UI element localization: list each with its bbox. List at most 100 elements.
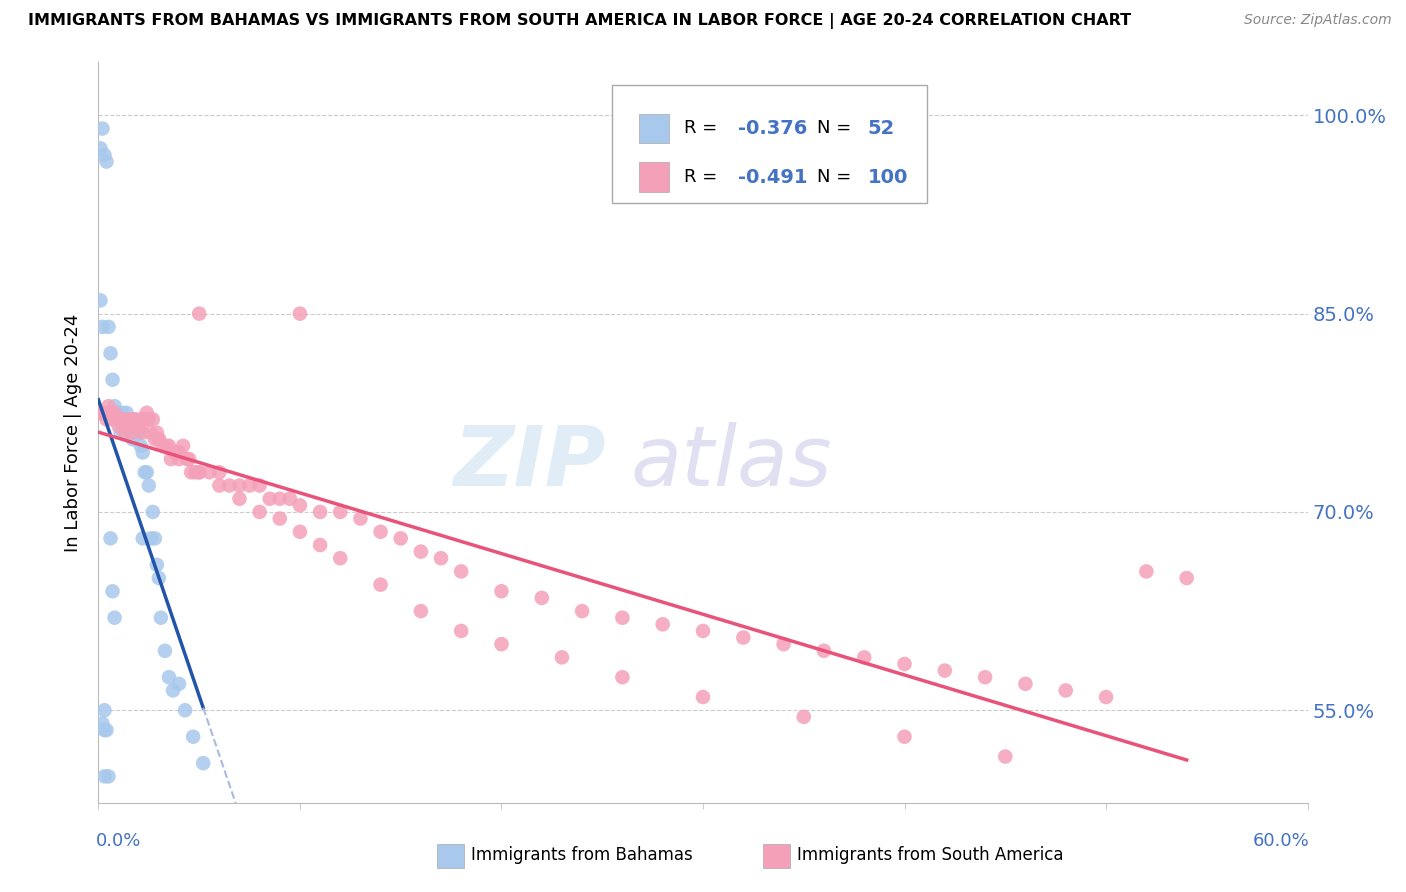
Point [110,412,132,426]
Point [228,478,250,492]
Point [139,532,162,546]
Point [139,425,162,440]
Point [249,505,271,519]
Text: 60.0%: 60.0% [1253,832,1310,850]
Point [114,425,136,440]
Point [551,650,574,665]
Point [1095,690,1118,704]
Point [893,730,915,744]
Point [491,637,513,651]
Point [163,445,186,459]
Point [239,478,262,492]
Point [105,412,128,426]
Point [157,670,180,684]
Point [107,406,129,420]
Point [96,154,118,169]
Point [184,465,207,479]
Point [176,452,198,467]
Text: -0.376: -0.376 [738,119,807,138]
Text: N =: N = [817,168,856,186]
Point [162,683,184,698]
Point [121,432,143,446]
Bar [638,113,669,143]
Point [91,121,114,136]
Point [450,624,472,638]
Text: IMMIGRANTS FROM BAHAMAS VS IMMIGRANTS FROM SOUTH AMERICA IN LABOR FORCE | AGE 20: IMMIGRANTS FROM BAHAMAS VS IMMIGRANTS FR… [28,13,1132,29]
Point [142,505,165,519]
Point [181,730,204,744]
Text: Immigrants from Bahamas: Immigrants from Bahamas [471,846,693,863]
Text: 100: 100 [868,168,908,186]
Y-axis label: In Labor Force | Age 20-24: In Labor Force | Age 20-24 [65,313,83,552]
Point [89,293,111,308]
Point [114,425,136,440]
Point [91,319,114,334]
Point [491,584,513,599]
Point [93,703,115,717]
Point [97,769,120,783]
Point [132,532,155,546]
Point [180,465,202,479]
Point [115,406,138,420]
Point [89,406,111,420]
Point [111,406,134,420]
Point [118,412,141,426]
Point [530,591,553,605]
Point [101,412,124,426]
Point [974,670,997,684]
Point [188,307,211,321]
Point [193,756,215,771]
Point [134,465,156,479]
Point [101,373,124,387]
Text: atlas: atlas [630,422,832,503]
Point [132,425,155,440]
Point [148,432,170,446]
Point [93,406,115,420]
Point [128,425,150,440]
Text: R =: R = [683,120,723,137]
Point [853,650,876,665]
Point [450,565,472,579]
Point [157,439,180,453]
Point [93,769,115,783]
Point [259,491,281,506]
Point [128,419,150,434]
Point [105,412,128,426]
Point [135,406,157,420]
Point [152,439,174,453]
Point [179,452,201,467]
Point [329,505,352,519]
Point [288,524,311,539]
Point [91,406,114,420]
Point [120,425,142,440]
Point [167,445,190,459]
Point [370,524,392,539]
Point [138,478,160,492]
Point [228,491,250,506]
Point [692,690,714,704]
Point [288,499,311,513]
Point [134,412,156,426]
FancyBboxPatch shape [613,85,927,203]
Point [146,558,169,572]
Point [89,141,111,155]
Text: R =: R = [683,168,723,186]
Point [1054,683,1077,698]
Point [934,664,956,678]
Point [132,445,155,459]
Point [103,399,125,413]
Point [571,604,593,618]
Point [174,703,197,717]
Point [107,406,129,420]
Point [172,439,194,453]
Text: 0.0%: 0.0% [96,832,142,850]
Point [994,749,1017,764]
Point [103,611,125,625]
Point [167,452,190,467]
Point [167,677,190,691]
Point [198,465,221,479]
Text: Immigrants from South America: Immigrants from South America [797,846,1064,863]
Point [409,604,432,618]
Point [148,571,170,585]
Point [138,412,160,426]
